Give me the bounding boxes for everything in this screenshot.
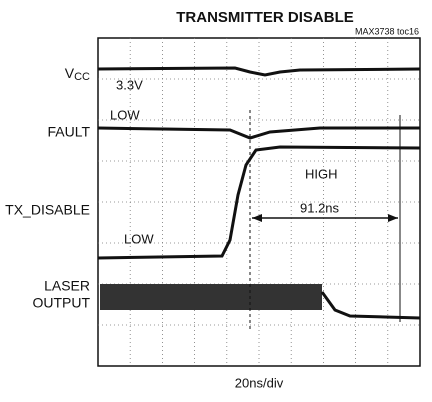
title: TRANSMITTER DISABLE [176, 9, 354, 26]
tx-disable-label: TX_DISABLE [5, 202, 90, 218]
vcc-trace [97, 66, 421, 77]
vcc-level: 3.3V [116, 77, 143, 92]
laser-label: LASER [44, 278, 90, 294]
tx-low: LOW [124, 231, 154, 246]
laser-trace [320, 291, 421, 320]
timebase: 20ns/div [235, 375, 284, 390]
grid [98, 38, 420, 366]
output-label: OUTPUT [32, 295, 90, 311]
fault-trace [97, 126, 420, 140]
tx-disable-trace [97, 145, 421, 260]
tx-high: HIGH [305, 166, 338, 181]
fault-label: FAULT [47, 124, 90, 140]
vcc-sub: CC [74, 71, 90, 83]
vcc-main: V [65, 65, 75, 81]
vcc-label: VCC [65, 65, 90, 83]
figure-code: MAX3738 toc16 [355, 26, 419, 36]
fault-state: LOW [110, 107, 140, 122]
delay-label: 91.2ns [300, 200, 340, 215]
laser-noise-band [100, 284, 322, 310]
